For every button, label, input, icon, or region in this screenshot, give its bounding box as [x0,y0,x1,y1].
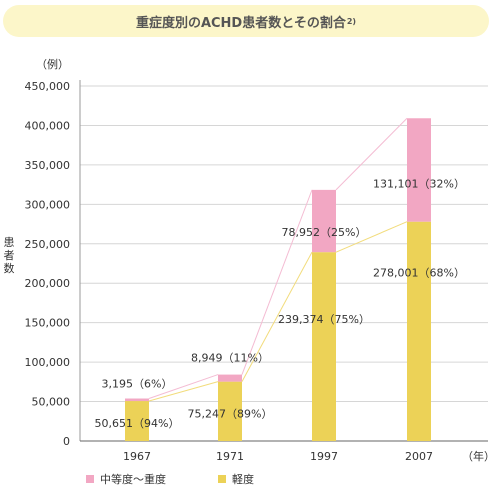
y-tick-label: 100,000 [25,356,71,369]
x-tick-label: 2007 [405,450,433,463]
chart-title-banner: 重症度別のACHD患者数とその割合 2) [3,5,489,37]
y-tick-label: 0 [63,435,70,448]
x-axis-unit: （年） [462,450,493,463]
x-tick-label: 1971 [216,450,244,463]
y-axis-label: 患者数 [3,236,15,275]
data-label-mild: 239,374（75%） [278,313,370,326]
connector-line-total [241,189,313,375]
bar-mild-1971 [218,381,242,441]
data-label-mild: 75,247（89%） [188,408,273,421]
data-label-mild: 50,651（94%） [95,417,180,430]
data-label-moderate-severe: 3,195（6%） [102,378,173,391]
y-tick-label: 400,000 [25,119,71,132]
chart-title-reference: 2) [346,16,357,26]
connector-line-mild [241,251,313,382]
bar-mild-1967 [125,401,149,441]
legend-swatch-mild [218,475,226,483]
y-tick-label: 50,000 [32,396,71,409]
bar-mild-1997 [312,252,336,441]
data-label-moderate-severe: 131,101（32%） [373,177,465,190]
data-label-mild: 278,001（68%） [373,267,465,280]
legend-label-mild: 軽度 [232,473,254,486]
bar-moderate-severe-1997 [312,189,336,253]
connector-line-mild [335,221,408,253]
y-tick-label: 200,000 [25,277,71,290]
connector-line-total [335,117,408,191]
bar-moderate-severe-1971 [218,374,242,382]
legend-label-moderate-severe: 中等度〜重度 [100,473,166,486]
y-tick-label: 150,000 [25,317,71,330]
y-tick-label: 300,000 [25,198,71,211]
y-tick-label: 350,000 [25,159,71,172]
y-tick-label: 450,000 [25,80,71,93]
legend-item-mild: 軽度 [218,471,254,487]
y-axis-unit: （例） [36,58,69,71]
x-tick-label: 1997 [310,450,338,463]
legend-item-moderate-severe: 中等度〜重度 [86,471,166,487]
y-tick-label: 250,000 [25,238,71,251]
bar-mild-2007 [407,221,431,441]
bar-moderate-severe-1967 [125,398,149,402]
data-label-moderate-severe: 8,949（11%） [191,352,269,365]
connector-line-total [148,374,219,399]
connector-line-mild [148,381,219,402]
bar-moderate-severe-2007 [407,118,431,222]
data-label-moderate-severe: 78,952（25%） [282,226,367,239]
chart-title: 重症度別のACHD患者数とその割合 [135,15,346,31]
legend-swatch-moderate-severe [86,475,94,483]
x-tick-label: 1967 [123,450,151,463]
